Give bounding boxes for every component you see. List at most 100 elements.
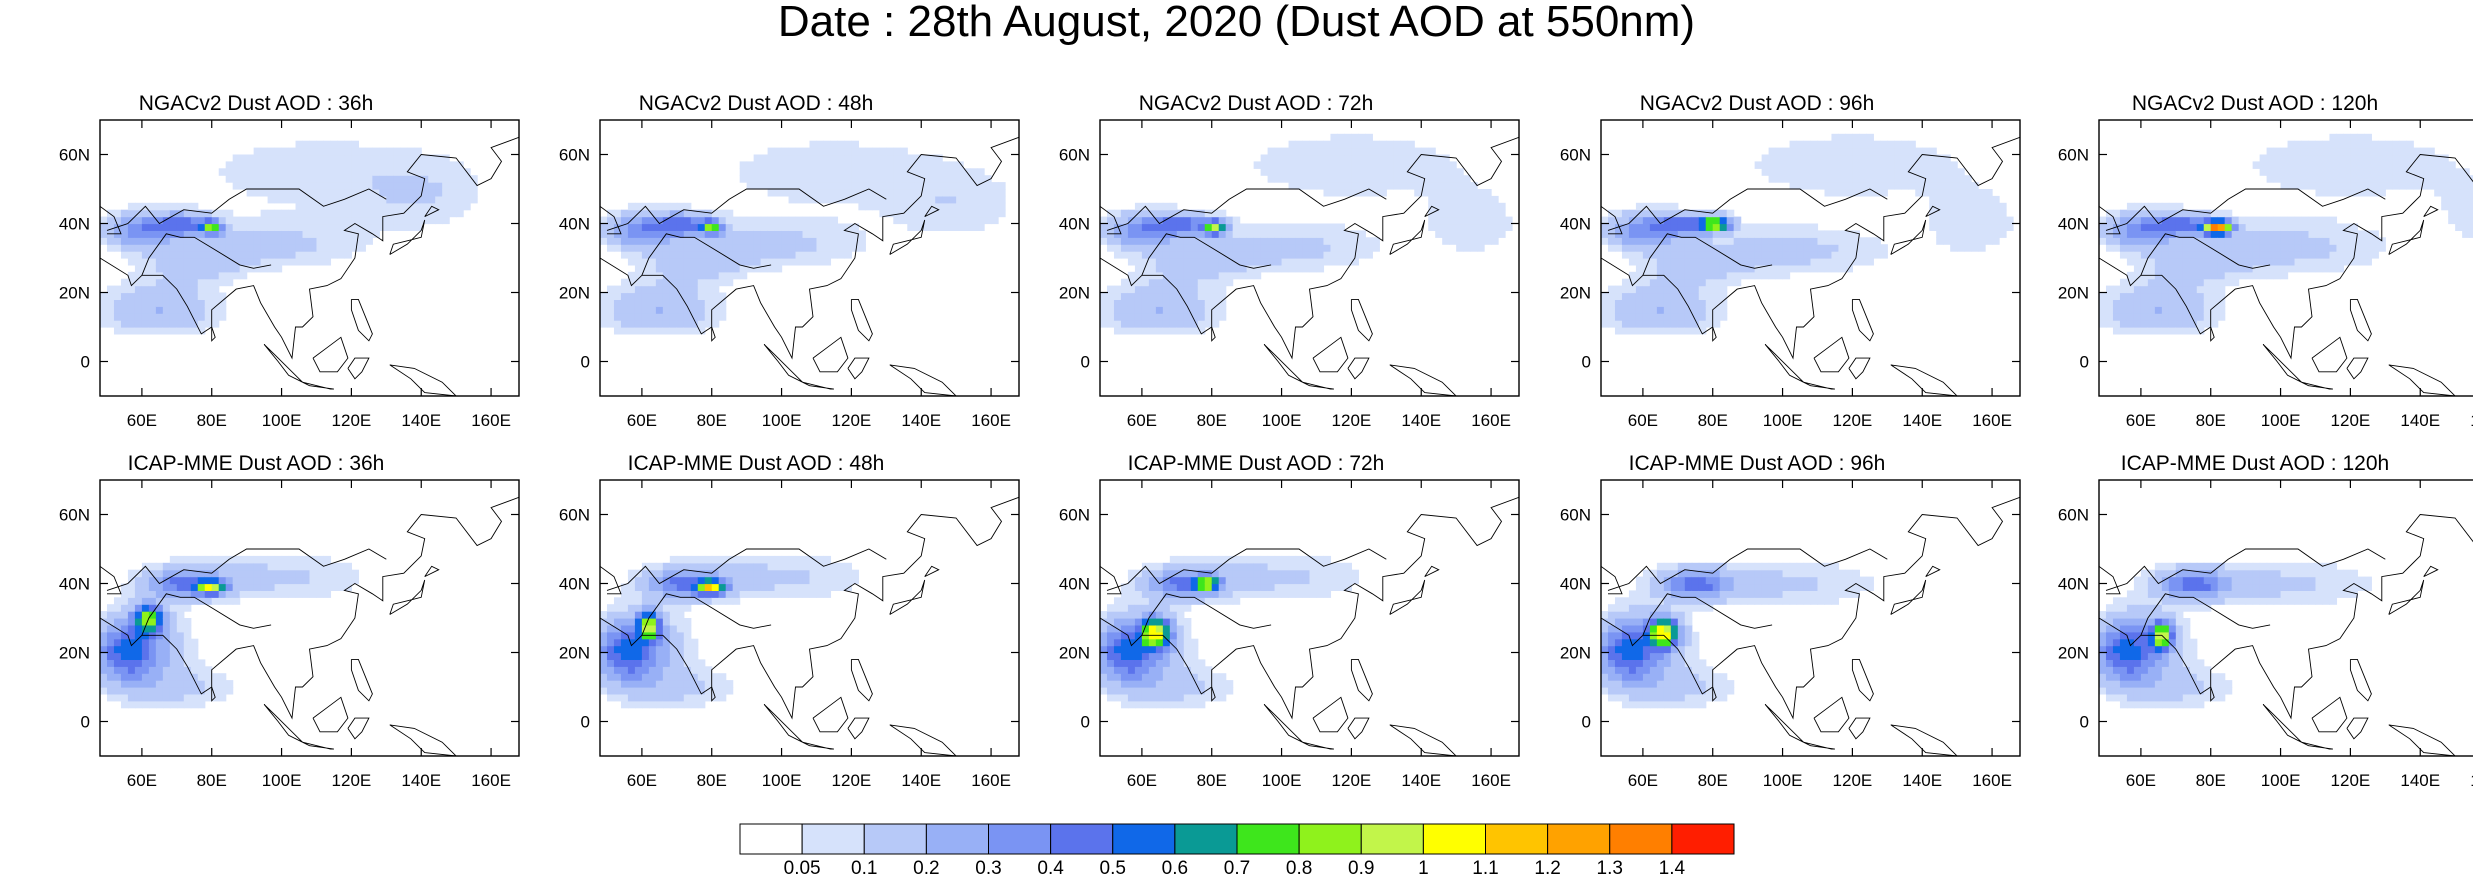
- aod-cell: [753, 237, 762, 245]
- aod-cell: [141, 216, 150, 225]
- aod-cell: [113, 299, 122, 307]
- aod-cell: [1782, 175, 1791, 183]
- aod-cell: [267, 555, 276, 564]
- aod-cell: [1134, 278, 1143, 287]
- aod-cell: [127, 306, 136, 314]
- aod-cell: [2210, 285, 2219, 294]
- aod-cell: [641, 216, 650, 225]
- aod-cell: [211, 597, 220, 605]
- aod-cell: [1649, 313, 1658, 321]
- aod-cell: [120, 687, 129, 695]
- aod-cell: [2189, 278, 2198, 287]
- aod-cell: [2343, 161, 2351, 169]
- aod-cell: [1712, 258, 1721, 266]
- aod-cell: [1859, 251, 1867, 259]
- aod-cell: [1134, 202, 1143, 211]
- aod-cell: [872, 161, 880, 169]
- aod-cell: [155, 611, 164, 619]
- aod-cell: [634, 285, 643, 294]
- aod-cell: [176, 583, 185, 591]
- aod-cell: [648, 313, 657, 321]
- aod-cell: [634, 597, 643, 605]
- aod-cell: [2273, 271, 2282, 280]
- aod-cell: [1162, 202, 1171, 211]
- aod-cell: [190, 306, 199, 314]
- aod-cell: [1887, 161, 1895, 169]
- aod-cell: [218, 680, 227, 688]
- aod-cell: [1197, 327, 1206, 335]
- aod-cell: [781, 168, 790, 176]
- aod-cell: [2154, 258, 2163, 266]
- aod-cell: [218, 306, 227, 314]
- aod-cell: [1978, 202, 1986, 211]
- aod-cell: [683, 673, 692, 681]
- aod-cell: [1859, 175, 1867, 183]
- aod-cell: [1831, 230, 1840, 238]
- aod-cell: [176, 604, 185, 612]
- aod-cell: [655, 700, 664, 709]
- aod-cell: [1106, 306, 1115, 314]
- aod-cell: [613, 618, 622, 626]
- aod-cell: [1936, 154, 1944, 162]
- aod-cell: [2252, 251, 2261, 259]
- aod-cell: [2343, 189, 2351, 197]
- aod-cell: [442, 168, 450, 176]
- aod-cell: [106, 216, 115, 225]
- aod-cell: [470, 189, 478, 197]
- aod-cell: [1859, 147, 1867, 156]
- aod-cell: [1936, 202, 1944, 211]
- aod-cell: [704, 244, 713, 252]
- aod-cell: [316, 168, 325, 176]
- aod-cell: [774, 569, 783, 578]
- aod-cell: [2182, 285, 2191, 294]
- aod-cell: [141, 251, 150, 259]
- aod-cell: [1957, 230, 1965, 238]
- aod-cell: [2203, 251, 2212, 259]
- aod-cell: [683, 680, 692, 688]
- aod-cell: [1936, 230, 1944, 238]
- aod-cell: [1649, 209, 1658, 218]
- aod-cell: [984, 175, 992, 183]
- aod-cell: [1148, 320, 1157, 328]
- aod-cell: [134, 693, 143, 702]
- aod-cell: [113, 604, 122, 612]
- aod-cell: [1817, 140, 1826, 149]
- aod-cell: [106, 673, 115, 681]
- aod-cell: [1670, 202, 1679, 211]
- aod-cell: [620, 216, 629, 225]
- aod-cell: [1155, 251, 1164, 259]
- aod-cell: [1449, 223, 1457, 231]
- aod-cell: [1880, 175, 1888, 183]
- aod-cell: [1442, 161, 1450, 169]
- aod-cell: [211, 244, 220, 252]
- aod-cell: [1677, 320, 1686, 328]
- aod-cell: [141, 313, 150, 321]
- aod-cell: [774, 590, 783, 598]
- aod-cell: [295, 189, 304, 197]
- coast-line: [2388, 364, 2456, 396]
- aod-cell: [1859, 168, 1867, 176]
- aod-cell: [113, 652, 122, 660]
- aod-cell: [760, 216, 769, 225]
- aod-cell: [100, 306, 108, 314]
- aod-cell: [830, 230, 839, 238]
- aod-cell: [1176, 299, 1185, 307]
- aod-cell: [2434, 189, 2442, 197]
- aod-cell: [344, 147, 352, 156]
- aod-cell: [190, 230, 199, 238]
- aod-cell: [2154, 292, 2163, 300]
- aod-cell: [120, 638, 129, 647]
- aod-cell: [204, 230, 213, 238]
- aod-cell: [704, 583, 713, 591]
- aod-cell: [295, 209, 304, 218]
- aod-cell: [2126, 313, 2135, 321]
- aod-cell: [1302, 251, 1311, 259]
- aod-cell: [295, 147, 304, 156]
- aod-cell: [120, 583, 129, 591]
- aod-cell: [176, 320, 185, 328]
- aod-cell: [274, 175, 283, 183]
- aod-cell: [732, 258, 741, 266]
- aod-cell: [141, 611, 150, 619]
- aod-cell: [648, 202, 657, 211]
- aod-cell: [400, 168, 408, 176]
